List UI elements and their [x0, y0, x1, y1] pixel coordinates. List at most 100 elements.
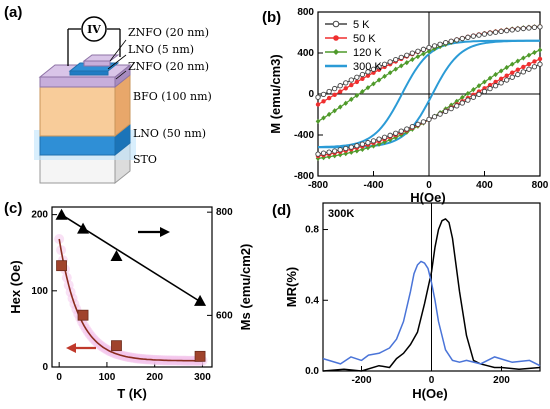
- point-5k: [337, 147, 343, 153]
- panel-c-right-tick-label: 800: [216, 207, 233, 218]
- point-5k: [526, 66, 532, 72]
- layer-label-bfo: BFO (100 nm): [133, 90, 212, 103]
- panel-d-x-tick-label: 0: [429, 375, 435, 386]
- point-5k: [393, 130, 399, 136]
- point-120k: [360, 88, 365, 95]
- panel-c-x-tick-label: 300: [194, 372, 211, 383]
- point-5k: [431, 114, 438, 120]
- layer-label-znfo-top: ZNFO (20 nm): [128, 26, 209, 39]
- point-5k: [387, 132, 393, 138]
- point-120k: [460, 94, 465, 101]
- legend-label-50k: 50 K: [353, 33, 376, 45]
- hex-data-point: [111, 340, 122, 352]
- point-5k: [370, 66, 377, 72]
- hex-fit-line: [58, 238, 203, 362]
- point-120k: [476, 83, 482, 89]
- point-5k: [487, 85, 493, 92]
- point-5k: [537, 24, 543, 30]
- point-120k: [343, 100, 349, 106]
- point-5k: [520, 69, 526, 75]
- point-120k: [493, 71, 498, 78]
- point-120k: [432, 46, 437, 52]
- panel-c-left-axis-label: Hex (Oe): [8, 260, 23, 313]
- point-120k: [532, 49, 537, 56]
- point-5k: [504, 77, 510, 83]
- legend-marker-5k: [332, 20, 340, 28]
- legend-marker-120k: [333, 49, 339, 55]
- point-5k: [531, 64, 538, 70]
- point-120k: [465, 90, 471, 97]
- panel-c-left-tick-label: 200: [31, 210, 48, 221]
- panel-b-y-tick-label: 0: [308, 89, 314, 100]
- point-50k: [515, 67, 520, 72]
- panel-b-y-tick-label: -800: [294, 171, 314, 182]
- point-5k: [487, 30, 493, 36]
- mr-curve-black: [322, 218, 541, 372]
- panel-b-x-tick-label: 800: [532, 180, 549, 191]
- point-5k: [315, 151, 321, 157]
- point-5k: [448, 105, 454, 112]
- panel-a-label: (a): [4, 4, 22, 21]
- point-120k: [526, 52, 532, 58]
- point-5k: [404, 126, 410, 132]
- point-50k: [354, 79, 360, 85]
- point-5k: [492, 29, 499, 35]
- panel-c-x-axis-label: T (K): [117, 386, 147, 401]
- point-5k: [465, 34, 471, 40]
- point-50k: [493, 79, 498, 85]
- point-5k: [370, 138, 377, 144]
- point-5k: [515, 26, 521, 32]
- panel-b-x-tick-label: 400: [476, 180, 493, 191]
- point-120k: [415, 54, 421, 60]
- point-5k: [492, 83, 499, 89]
- point-5k: [387, 59, 393, 65]
- point-120k: [498, 68, 504, 74]
- hex-data-point: [56, 260, 67, 272]
- ms-data-point: [110, 250, 123, 262]
- point-5k: [320, 150, 327, 156]
- layer-label-sto: STO: [133, 153, 157, 166]
- panel-b-x-tick-label: 0: [426, 180, 432, 191]
- point-5k: [354, 143, 360, 149]
- point-50k: [498, 76, 504, 81]
- point-5k: [459, 100, 465, 106]
- panel-d-y-tick-label: 0.4: [305, 295, 319, 306]
- hex-data-point: [77, 309, 89, 321]
- point-5k: [420, 46, 427, 52]
- point-5k: [454, 37, 460, 43]
- point-5k: [531, 24, 538, 31]
- point-5k: [437, 111, 443, 117]
- point-5k: [398, 54, 404, 61]
- panel-b-y-tick-label: -400: [294, 130, 314, 141]
- panel-c-right-axis-label: Ms (emu/cm2): [238, 244, 253, 331]
- point-5k: [459, 35, 465, 42]
- ms-fit-line: [58, 212, 203, 304]
- panel-d-y-tick-label: 0.0: [305, 366, 319, 377]
- layer-labels: ZNFO (20 nm) LNO (5 nm) ZNFO (20 nm) BFO…: [107, 26, 212, 166]
- point-5k: [404, 52, 410, 58]
- layer-bfo: [39, 73, 131, 138]
- point-5k: [354, 74, 360, 80]
- panel-d: (d) -200 0 200 0.0 0.4 0.8 300K H(Oe) MR(%): [272, 202, 541, 401]
- point-5k: [409, 50, 415, 56]
- hex-axis-arrow: [66, 343, 96, 353]
- panel-b-y-tick-label: 400: [297, 48, 314, 59]
- point-5k: [431, 43, 438, 49]
- panel-a: (a): [4, 4, 212, 185]
- point-5k: [393, 56, 399, 63]
- point-120k: [382, 73, 387, 79]
- panel-d-y-tick-label: 0.8: [305, 225, 319, 236]
- point-5k: [409, 124, 415, 130]
- point-5k: [426, 116, 432, 122]
- point-50k: [504, 73, 509, 78]
- point-5k: [520, 25, 526, 32]
- point-120k: [332, 108, 337, 114]
- hex-data-point: [194, 350, 206, 362]
- point-5k: [365, 139, 371, 146]
- panel-d-label: (d): [272, 202, 291, 219]
- point-120k: [398, 63, 404, 69]
- point-50k: [365, 73, 371, 78]
- point-50k: [521, 64, 526, 70]
- point-50k: [537, 56, 543, 62]
